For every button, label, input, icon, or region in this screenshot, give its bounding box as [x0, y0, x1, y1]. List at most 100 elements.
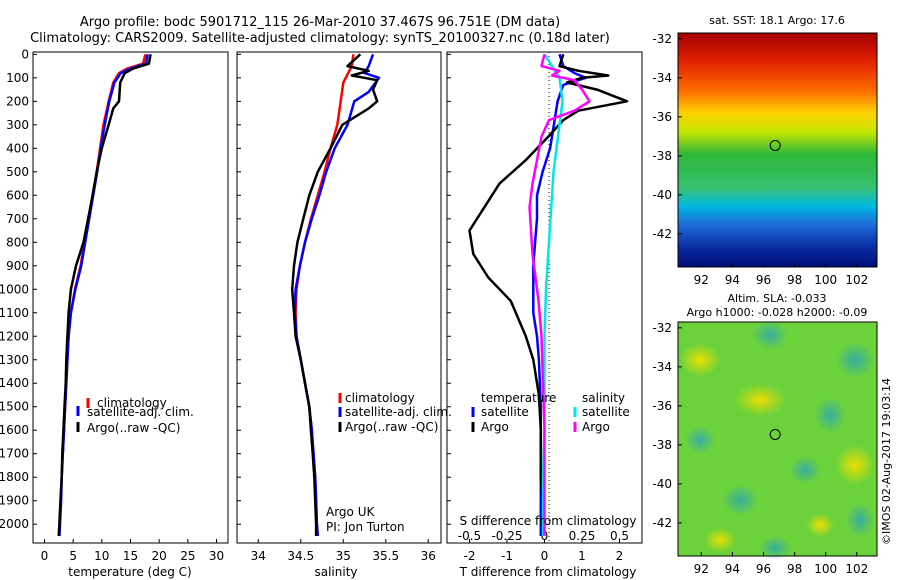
x-tick-label: 20	[152, 549, 167, 563]
legend-temp-satellite: satellite	[481, 405, 529, 419]
temperature-profile-panel: 0100200300400500600700800900100011001200…	[0, 47, 451, 579]
salinity-axis-label: salinity	[314, 565, 357, 579]
series-line-argo-raw-qc-	[290, 53, 379, 536]
t-diff-tick-label: 0	[541, 549, 549, 563]
x-tick-label: 34	[251, 549, 266, 563]
salinity-axis: 34 34.5 35 35.5 36	[251, 539, 436, 563]
sla-eddies	[680, 320, 875, 560]
series-line-argo-raw-qc-	[57, 54, 152, 537]
s-diff-tick-label: -0.25	[491, 529, 522, 543]
salinity-profile-panel: 34 34.5 35 35.5 36 salinity climatology sate…	[236, 51, 452, 579]
depth-tick-label: 200	[6, 94, 29, 108]
depth-axis: 0 100 200 300 400 500 600 700 800 900 1000 1100 1200…	[0, 47, 451, 531]
x-tick-label: 35.5	[372, 549, 399, 563]
argo-program-label: Argo UK	[326, 505, 375, 519]
lat-tick-label: -42	[652, 227, 672, 241]
legend-sal-satellite: satellite	[582, 405, 630, 419]
depth-tick-label: 1900	[0, 494, 29, 508]
series-line-climatology	[294, 54, 355, 537]
legend-satellite-clim: satellite-adj. clim.	[345, 405, 452, 419]
depth-tick-label: 500	[6, 165, 29, 179]
legend-temperature-title: temperature	[481, 391, 556, 405]
depth-tick-label: 1700	[0, 447, 29, 461]
sst-latitude-axis: -32 -34 -36 -38 -40 -42	[652, 32, 682, 241]
t-difference-axis-label: T difference from climatology	[459, 565, 637, 579]
lat-tick-label: -36	[652, 110, 672, 124]
x-tick-label: 36	[421, 549, 436, 563]
depth-tick-label: 2000	[0, 517, 29, 531]
x-tick-label: 15	[123, 549, 138, 563]
lat-tick-label: -40	[652, 477, 672, 491]
imos-watermark: ©IMOS 02-Aug-2017 19:03:14	[880, 378, 893, 545]
difference-series	[468, 53, 629, 536]
legend-temp-argo: Argo	[481, 420, 509, 434]
legend-salinity-title: salinity	[582, 391, 625, 405]
depth-tick-label: 1500	[0, 400, 29, 414]
depth-tick-label: 0	[21, 47, 29, 61]
depth-tick-label: 900	[6, 259, 29, 273]
legend-argo: Argo(..raw -QC)	[345, 420, 438, 434]
t-difference-axis: -2 -1 0 1 2	[464, 539, 624, 563]
lon-tick-label: 98	[787, 273, 802, 287]
x-tick-label: 34.5	[287, 549, 314, 563]
lon-tick-label: 92	[694, 562, 709, 576]
x-tick-label: 10	[94, 549, 109, 563]
depth-tick-label: 300	[6, 118, 29, 132]
depth-tick-label: 1400	[0, 376, 29, 390]
sla-map: Altim. SLA: -0.033 Argo h1000: -0.028 h2…	[652, 292, 878, 576]
t-diff-tick-label: 1	[578, 549, 586, 563]
depth-tick-label: 1300	[0, 353, 29, 367]
lon-tick-label: 98	[787, 562, 802, 576]
lat-tick-label: -40	[652, 188, 672, 202]
lat-tick-label: -36	[652, 399, 672, 413]
figure-title-line1: Argo profile: bodc 5901712_115 26-Mar-20…	[80, 15, 560, 30]
t-diff-tick-label: -1	[501, 549, 513, 563]
x-tick-label: 30	[209, 549, 224, 563]
lon-tick-label: 96	[756, 562, 771, 576]
depth-tick-label: 400	[6, 141, 29, 155]
sla-latitude-axis: -32 -34 -36 -38 -40 -42	[652, 321, 682, 530]
lat-tick-label: -42	[652, 516, 672, 530]
s-diff-tick-label: 0.25	[569, 529, 596, 543]
legend-argo: Argo(..raw -QC)	[87, 421, 180, 435]
depth-tick-label: 800	[6, 235, 29, 249]
series-line-temperature-argo	[468, 53, 629, 536]
x-tick-label: 35	[336, 549, 351, 563]
depth-tick-label: 1200	[0, 329, 29, 343]
temperature-legend: climatology satellite-adj. clim. Argo(..…	[76, 396, 194, 435]
depth-tick-label: 100	[6, 71, 29, 85]
argo-position-marker	[769, 139, 781, 151]
lon-tick-label: 102	[845, 273, 868, 287]
lat-tick-label: -32	[652, 321, 672, 335]
difference-legend: temperature satellite Argo salinity sate…	[471, 391, 630, 434]
lon-tick-label: 100	[814, 562, 837, 576]
series-line-salinity-argo	[528, 53, 591, 536]
depth-tick-label: 1800	[0, 470, 29, 484]
t-diff-tick-label: 2	[616, 549, 624, 563]
salinity-series	[290, 53, 381, 537]
depth-tick-label: 1600	[0, 423, 29, 437]
lat-tick-label: -38	[652, 438, 672, 452]
difference-profile-panel: -2 -1 0 1 2 -0.5 -0.25 0 0.25 0.5 S difference f…	[446, 51, 643, 579]
x-tick-label: 0	[41, 549, 49, 563]
temperature-axis: 0 5 10 15 20 25 30	[41, 539, 224, 563]
sla-longitude-axis: 92 94 96 98 100 102	[694, 552, 868, 576]
sst-longitude-axis: 92 94 96 98 100 102	[694, 263, 868, 287]
depth-tick-label: 1100	[0, 306, 29, 320]
legend-climatology: climatology	[97, 396, 167, 410]
temperature-axis-label: temperature (deg C)	[68, 565, 191, 579]
x-tick-label: 5	[69, 549, 77, 563]
sla-map-title-line2: Argo h1000: -0.028 h2000: -0.09	[687, 306, 868, 319]
series-line-climatology	[57, 54, 147, 537]
s-diff-tick-label: 0.5	[610, 529, 629, 543]
lat-tick-label: -32	[652, 32, 672, 46]
argo-position-marker	[769, 428, 781, 440]
sst-map-title: sat. SST: 18.1 Argo: 17.6	[709, 14, 845, 27]
temperature-series	[57, 54, 152, 537]
s-difference-axis-label: S difference from climatology	[460, 514, 637, 528]
legend-sal-argo: Argo	[582, 420, 610, 434]
legend-climatology: climatology	[345, 391, 415, 405]
t-diff-tick-label: -2	[464, 549, 476, 563]
legend-satellite-clim: satellite-adj. clim.	[87, 405, 194, 419]
